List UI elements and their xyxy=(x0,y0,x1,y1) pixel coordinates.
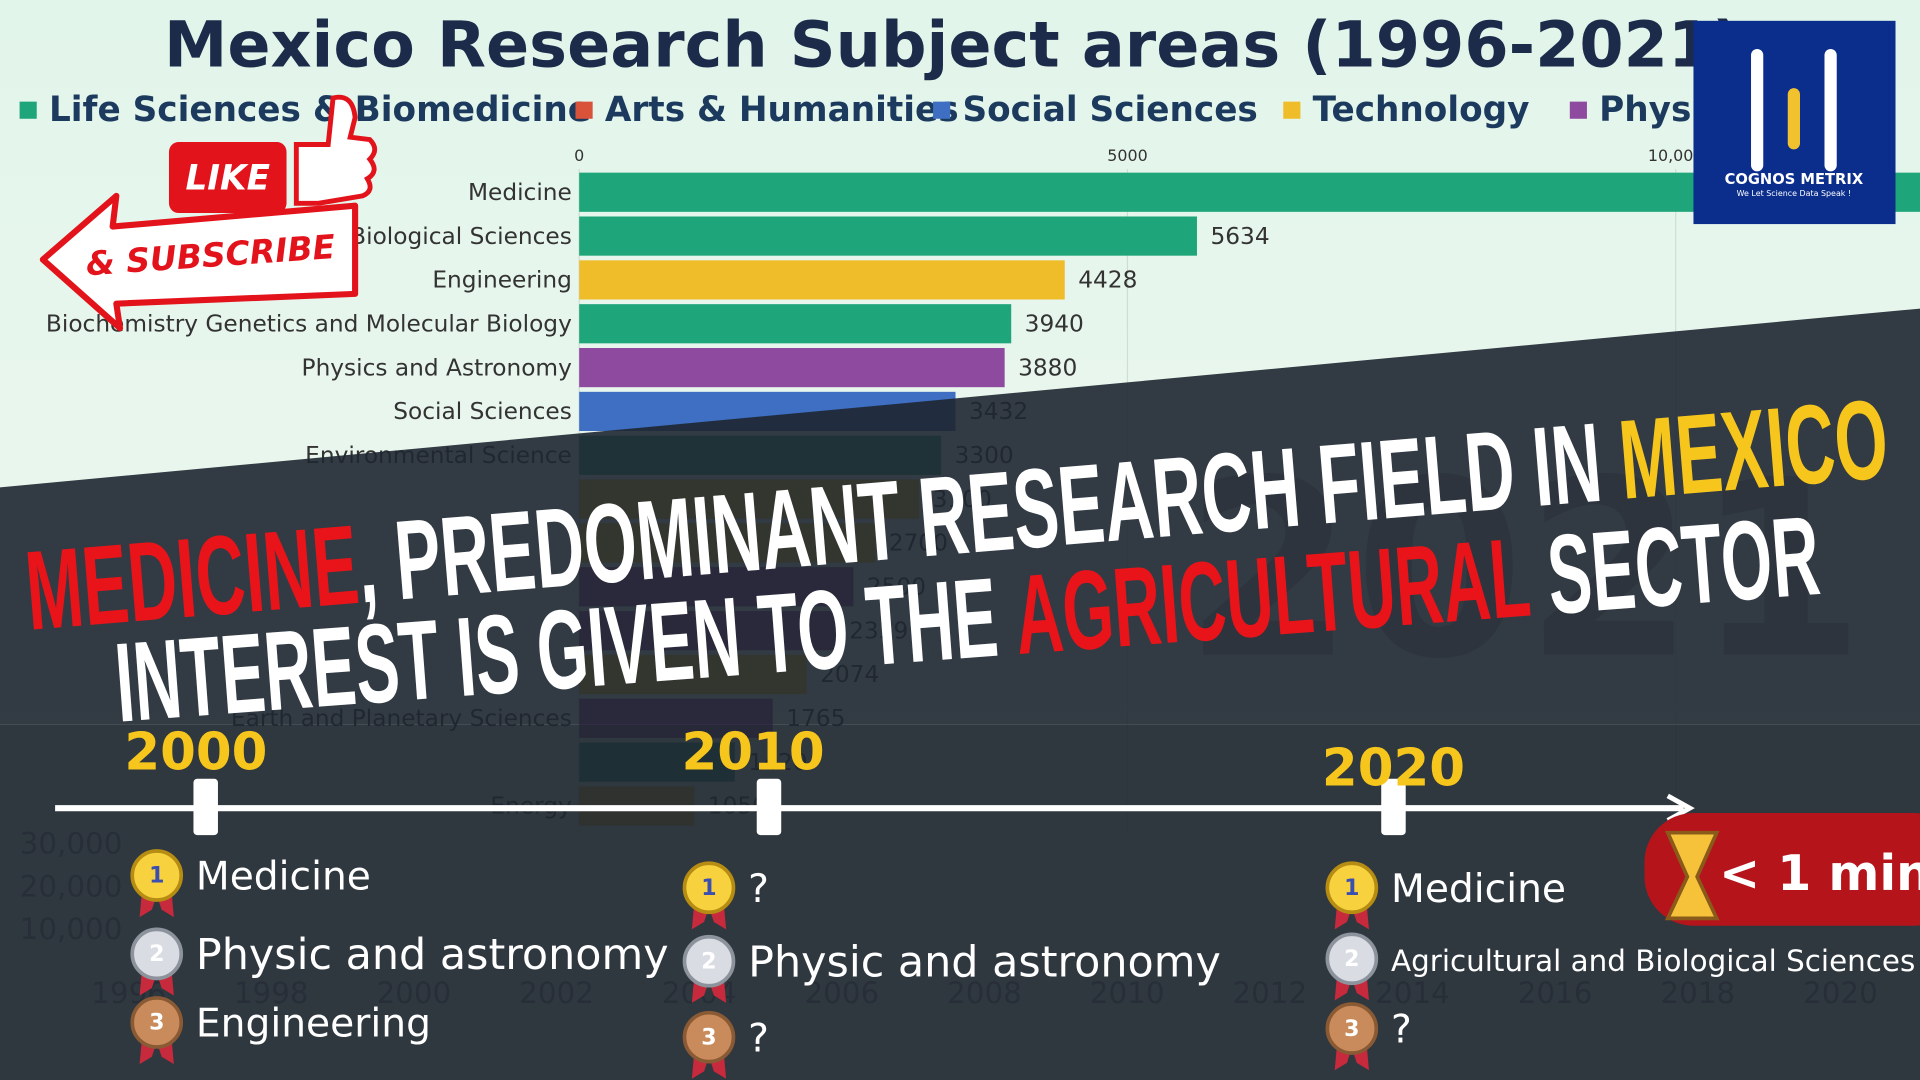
timeline-marker xyxy=(1381,778,1406,836)
rank-label: Physic and astronomy xyxy=(196,930,669,980)
rank-label: ? xyxy=(748,1016,769,1061)
medal xyxy=(130,927,184,981)
x-tick-label: 0 xyxy=(574,146,584,165)
bar xyxy=(579,304,1012,344)
medal-number: 1 xyxy=(149,864,164,889)
logo-tagline: We Let Science Data Speak ! xyxy=(1737,189,1851,198)
medal-number: 3 xyxy=(1344,1017,1359,1042)
medal xyxy=(682,934,736,988)
hourglass xyxy=(1664,830,1720,921)
value-label: 4428 xyxy=(1078,267,1137,294)
logo-bar xyxy=(1824,48,1837,172)
timeline-marker xyxy=(193,778,218,836)
medal-number: 2 xyxy=(701,949,716,974)
legend-label: Life Sciences & Biomedicine xyxy=(49,90,591,130)
value-label: 3880 xyxy=(1018,354,1077,381)
rank-label: Physic and astronomy xyxy=(748,937,1221,987)
bar xyxy=(579,260,1065,300)
timeline-marker xyxy=(756,778,782,836)
like-text: LIKE xyxy=(185,159,270,199)
medal xyxy=(682,861,736,915)
rank-label: ? xyxy=(748,867,769,912)
rank-label: ? xyxy=(1391,1008,1412,1053)
medal xyxy=(130,996,184,1049)
medal-number: 1 xyxy=(1344,876,1359,901)
logo-bar xyxy=(1787,88,1800,150)
category-label: Engineering xyxy=(432,267,572,294)
chart-title: Mexico Research Subject areas (1996-2021… xyxy=(164,9,1741,83)
bar xyxy=(579,216,1197,256)
category-label: Physics and Astronomy xyxy=(302,354,573,381)
x-tick-label: 10,000 xyxy=(1648,146,1704,165)
medal xyxy=(1325,1002,1379,1055)
rank-label: Engineering xyxy=(196,1002,431,1047)
subscribe-arrow xyxy=(39,192,359,332)
category-label: Social Sciences xyxy=(393,398,572,425)
thumbs-up xyxy=(293,94,378,206)
rank-label: Agricultural and Biological Sciences xyxy=(1391,944,1915,978)
timeline-year: 2000 xyxy=(124,723,267,783)
medal-number: 2 xyxy=(1344,947,1359,972)
x-tick-label: 5000 xyxy=(1107,146,1147,165)
legend-swatch xyxy=(1283,101,1301,119)
legend-swatch xyxy=(19,101,37,119)
logo-name: COGNOS METRIX xyxy=(1725,171,1864,188)
legend-label: Technology xyxy=(1313,90,1530,130)
duration-text: < 1 min xyxy=(1719,845,1920,902)
medal xyxy=(682,1010,736,1064)
banner-word: SECTOR xyxy=(1525,492,1824,639)
medal-number: 3 xyxy=(701,1025,716,1050)
timeline-year: 2010 xyxy=(682,723,825,783)
category-label: Biochemistry Genetics and Molecular Biol… xyxy=(46,310,572,337)
rank-label: Medicine xyxy=(196,855,371,900)
banner-word: MEXICO xyxy=(1615,375,1893,523)
medal xyxy=(1325,932,1379,986)
overlay: MEDICINE, PREDOMINANT RESEARCH FIELD IN … xyxy=(0,20,1920,1080)
medal xyxy=(130,849,184,902)
medal xyxy=(1325,861,1379,915)
legend-swatch xyxy=(933,101,951,119)
legend-label: Arts & Humanities xyxy=(605,90,959,130)
medal-number: 3 xyxy=(149,1011,164,1036)
legend-swatch xyxy=(575,101,593,119)
rank-label: Medicine xyxy=(1391,867,1566,912)
logo-bar xyxy=(1751,48,1764,172)
bar xyxy=(579,348,1005,388)
timeline-year: 2020 xyxy=(1322,738,1465,798)
value-label: 3940 xyxy=(1025,310,1084,337)
banner xyxy=(0,308,1920,725)
value-label: 5634 xyxy=(1210,223,1269,250)
like-box xyxy=(168,142,287,214)
banner-word: MEDICINE xyxy=(21,501,363,654)
legend-label: Social Sciences xyxy=(962,90,1257,130)
bottom-panel xyxy=(0,724,1920,1080)
legend-swatch xyxy=(1569,101,1587,119)
medal-number: 1 xyxy=(701,876,716,901)
category-label: Medicine xyxy=(468,179,572,206)
medal-number: 2 xyxy=(149,942,164,967)
timeline-arrowhead xyxy=(1666,793,1695,823)
